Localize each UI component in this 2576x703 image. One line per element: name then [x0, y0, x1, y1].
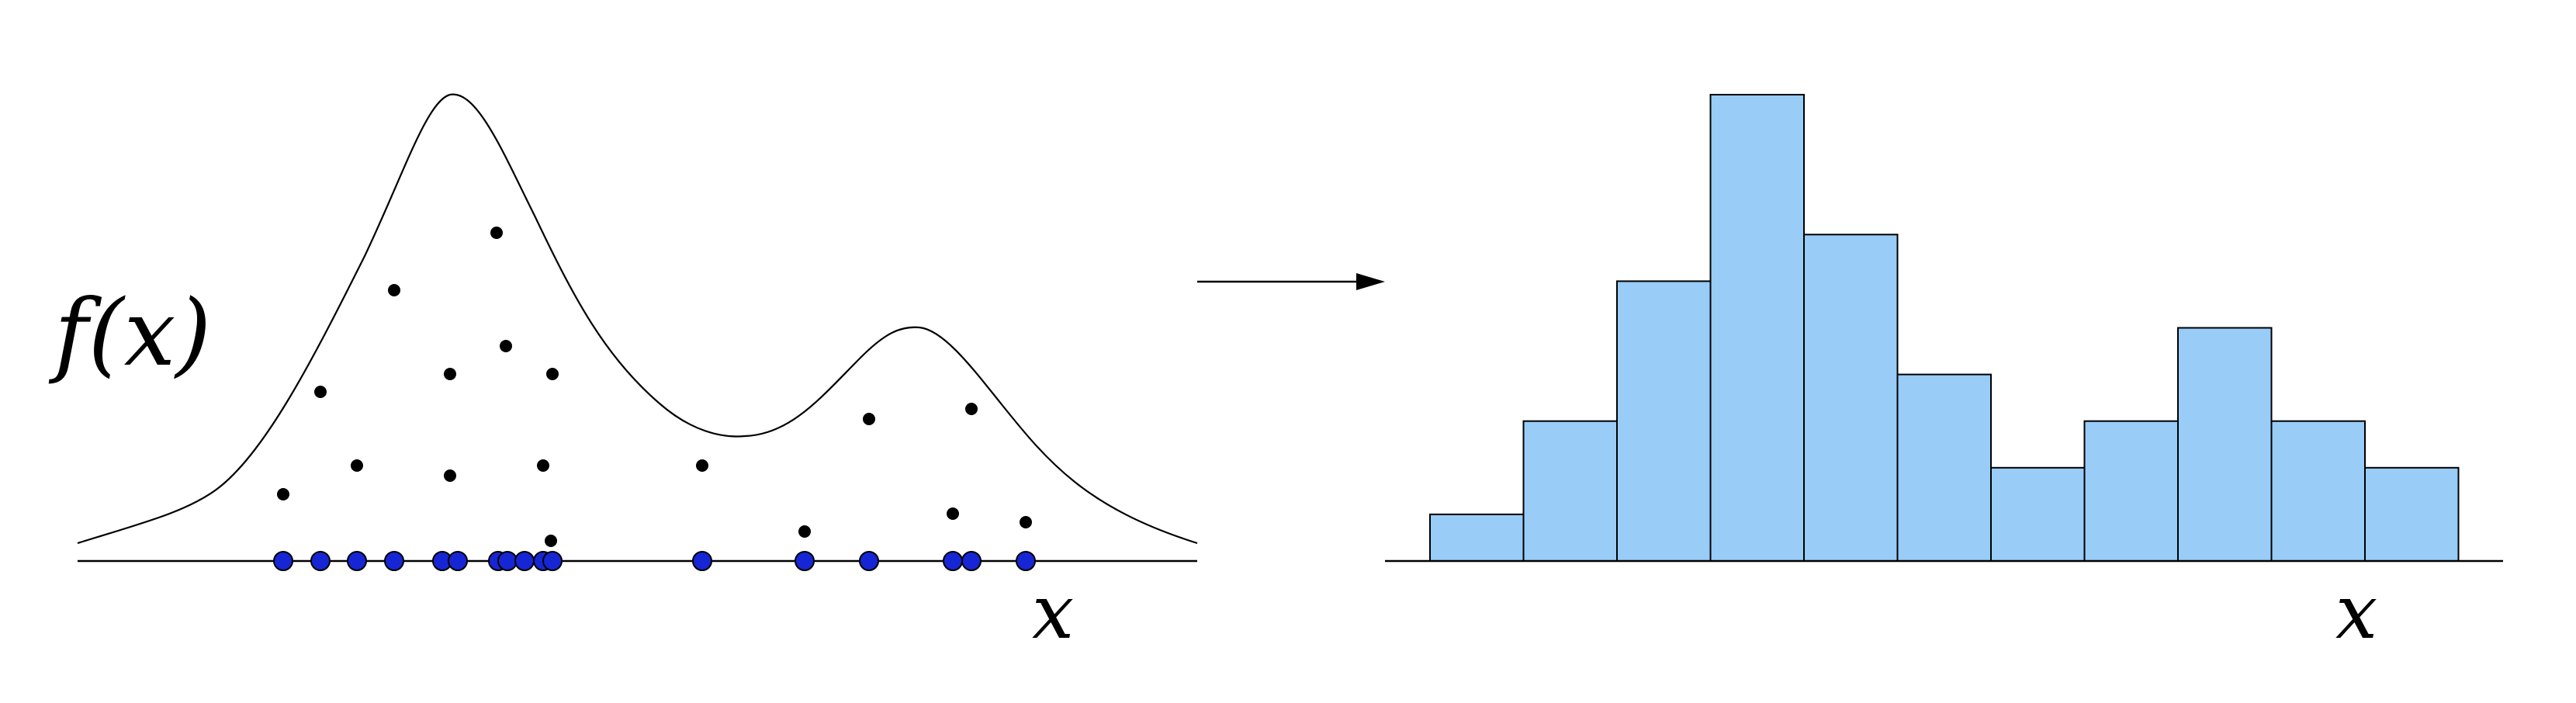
sample-dot-8 — [500, 340, 512, 352]
projected-point-9 — [514, 551, 535, 571]
histogram-bar-11 — [2364, 466, 2460, 562]
projected-point-2 — [310, 551, 331, 571]
histogram-bar-9 — [2177, 327, 2273, 562]
projected-point-6 — [448, 551, 468, 571]
histogram-bars — [1429, 94, 2460, 563]
projected-point-1 — [273, 551, 293, 571]
density-curve — [77, 93, 1198, 545]
histogram-bar-3 — [1616, 280, 1712, 562]
sample-dot-6 — [444, 469, 456, 482]
density-panel: f(x) x — [48, 93, 1198, 656]
projected-point-15 — [943, 551, 963, 571]
arrow-head — [1356, 273, 1385, 290]
sample-dots — [277, 227, 1032, 547]
sample-dot-11 — [545, 535, 557, 547]
density-x-axis-label: x — [1032, 569, 1074, 656]
histogram-bar-1 — [1429, 513, 1525, 563]
projected-point-17 — [1016, 551, 1036, 571]
sample-dot-10 — [546, 368, 559, 380]
histogram-bar-5 — [1803, 234, 1899, 562]
histogram-bar-10 — [2270, 420, 2366, 563]
histogram-bar-7 — [1990, 466, 2086, 562]
sample-dot-4 — [388, 284, 400, 296]
projected-point-16 — [961, 551, 982, 571]
sample-dot-17 — [1020, 516, 1032, 528]
sample-dot-13 — [798, 525, 811, 538]
projected-point-12 — [692, 551, 712, 571]
sample-dot-12 — [696, 459, 708, 472]
function-label: f(x) — [48, 279, 211, 386]
sample-dot-3 — [351, 459, 363, 472]
sample-dot-16 — [965, 403, 978, 415]
histogram-x-axis-label: x — [2335, 569, 2377, 656]
sample-dot-7 — [490, 227, 503, 239]
projected-point-8 — [497, 551, 518, 571]
histogram-bar-2 — [1522, 420, 1618, 563]
sample-dot-14 — [863, 413, 875, 425]
histogram-panel: x — [1385, 94, 2503, 656]
projected-point-3 — [347, 551, 367, 571]
projected-point-13 — [795, 551, 815, 571]
sample-dot-5 — [444, 368, 456, 380]
histogram-bar-4 — [1709, 94, 1805, 562]
sample-dot-15 — [947, 507, 959, 520]
sample-dot-9 — [537, 459, 549, 472]
projected-points — [273, 551, 1036, 571]
histogram-bar-6 — [1896, 373, 1992, 562]
sample-dot-2 — [314, 386, 327, 398]
projected-point-4 — [384, 551, 404, 571]
projected-point-14 — [859, 551, 879, 571]
histogram-bar-8 — [2083, 420, 2179, 563]
projected-point-11 — [542, 551, 563, 571]
transform-arrow — [1197, 273, 1385, 290]
sample-dot-1 — [277, 488, 289, 500]
